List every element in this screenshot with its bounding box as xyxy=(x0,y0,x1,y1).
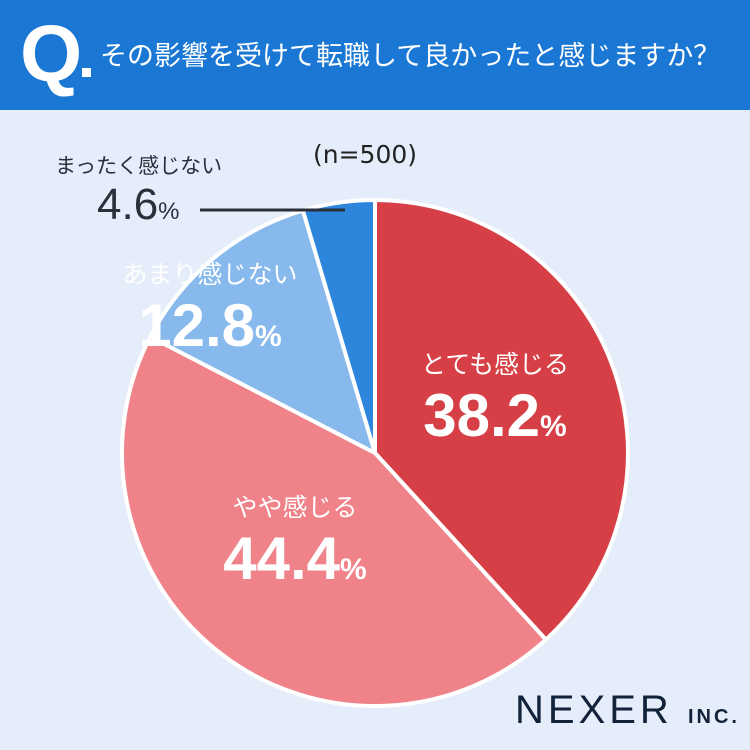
label-slice-3: まったく感じない 4.6% xyxy=(55,154,223,229)
label-slice-0: とても感じる 38.2% xyxy=(420,350,569,449)
question-title: その影響を受けて転職して良かったと感じますか？ xyxy=(100,41,721,72)
label-slice-2: あまり感じない 12.8% xyxy=(122,260,298,359)
q-mark: Q xyxy=(20,9,83,98)
nexer-logo: NEXER INC. xyxy=(515,688,740,732)
sample-size: (n=500) xyxy=(313,140,418,169)
q-dot xyxy=(82,68,91,77)
label-slice-1: やや感じる 44.4% xyxy=(223,493,367,592)
pie-slice-2 xyxy=(147,208,379,457)
pie-slice-0 xyxy=(373,197,630,643)
pie-slice-1 xyxy=(120,334,549,708)
question-header: Q その影響を受けて転職して良かったと感じますか？ xyxy=(0,0,750,110)
